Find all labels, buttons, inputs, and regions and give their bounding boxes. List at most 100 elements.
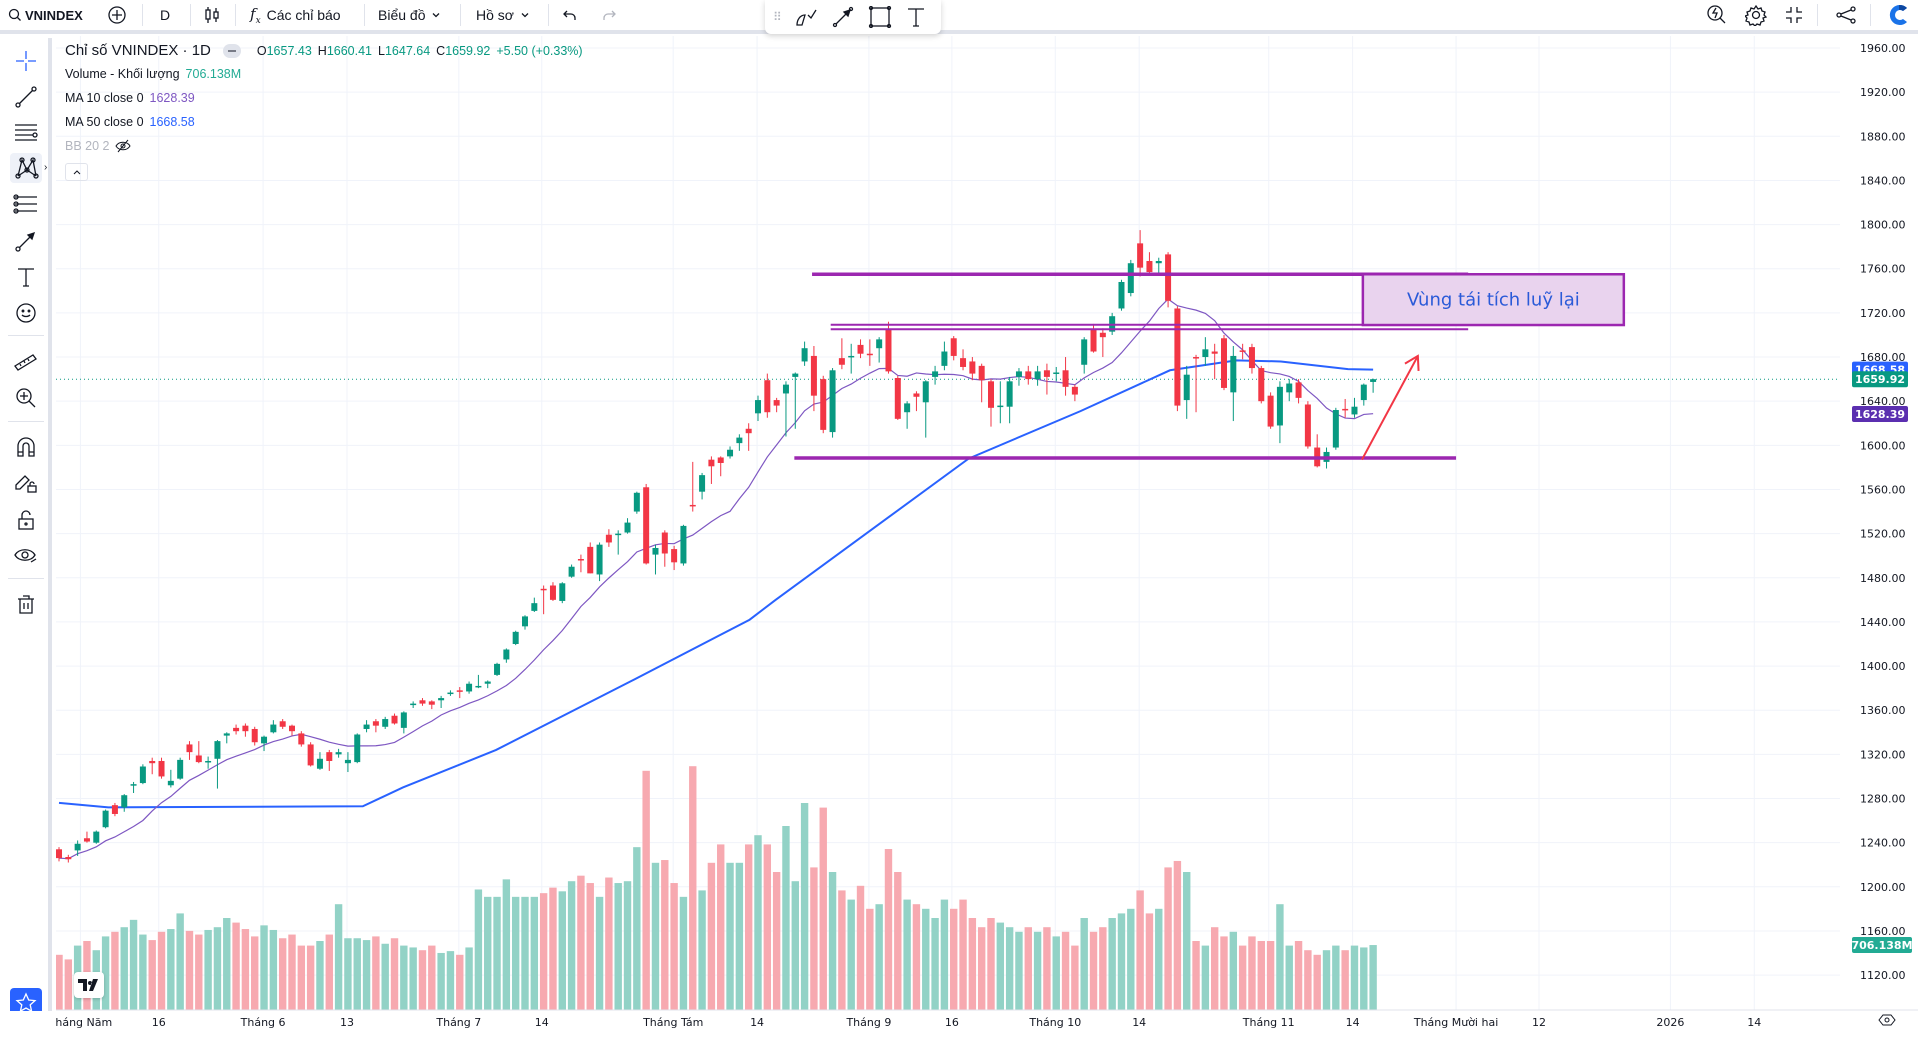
delete-drawings-tool[interactable] bbox=[10, 589, 42, 619]
high-label: H bbox=[317, 43, 327, 58]
hidden-eye-icon[interactable] bbox=[115, 139, 132, 153]
candle-body bbox=[391, 715, 398, 724]
volume-bar bbox=[288, 934, 296, 1010]
horizontal-lines-tool[interactable] bbox=[10, 117, 42, 147]
candle-body bbox=[661, 532, 668, 554]
time-tick-label: 2026 bbox=[1656, 1016, 1684, 1029]
candle-body bbox=[149, 760, 156, 764]
measure-tool[interactable] bbox=[10, 346, 42, 376]
settings-button[interactable] bbox=[1745, 0, 1767, 30]
volume-bar bbox=[372, 936, 380, 1010]
symbol-title[interactable]: Chỉ số VNINDEX · 1D bbox=[65, 42, 211, 59]
market-status-badge bbox=[222, 43, 241, 58]
arrow-tool[interactable] bbox=[10, 226, 42, 256]
pencil-lock-icon bbox=[15, 475, 37, 493]
fullscreen-exit-button[interactable] bbox=[1784, 0, 1804, 30]
candle-body bbox=[587, 546, 594, 574]
volume-bar bbox=[1099, 927, 1107, 1010]
close-value: 1659.92 bbox=[445, 43, 491, 58]
trend-line-tool[interactable] bbox=[10, 82, 42, 112]
brush-tool-icon[interactable] bbox=[794, 6, 818, 28]
text-tool-icon[interactable] bbox=[906, 6, 926, 28]
candles bbox=[56, 230, 1377, 863]
redo-button[interactable] bbox=[601, 0, 617, 30]
price-tick-label: 1240.00 bbox=[1860, 837, 1906, 850]
candle-body bbox=[1258, 368, 1265, 402]
text-tool[interactable] bbox=[10, 262, 42, 292]
candle-body bbox=[1053, 372, 1060, 374]
chart-menu-button[interactable]: Biểu đồ bbox=[378, 0, 441, 30]
volume-bar bbox=[586, 883, 594, 1010]
pattern-tool[interactable] bbox=[10, 153, 42, 183]
candle-body bbox=[1081, 339, 1088, 365]
candle-body bbox=[1360, 384, 1367, 401]
candle-body bbox=[74, 843, 81, 851]
price-tick-label: 1880.00 bbox=[1860, 130, 1906, 143]
volume-bar bbox=[884, 849, 893, 1010]
volume-bars bbox=[56, 766, 1377, 1010]
price-tag-label: 1659.92 bbox=[1855, 373, 1905, 386]
volume-bar bbox=[1108, 918, 1116, 1010]
bb-legend[interactable]: BB 20 2 bbox=[65, 139, 132, 153]
volume-bar bbox=[1164, 867, 1172, 1010]
magnet-tool[interactable] bbox=[10, 432, 42, 462]
candle-body bbox=[130, 784, 137, 786]
volume-bar bbox=[1033, 931, 1042, 1010]
candle-body bbox=[1286, 383, 1293, 393]
volume-bar bbox=[1313, 954, 1321, 1010]
grid bbox=[56, 36, 1840, 1010]
price-tick-label: 1760.00 bbox=[1860, 263, 1906, 276]
ma10-legend[interactable]: MA 10 close 0 1628.39 bbox=[65, 91, 195, 105]
profile-menu-button[interactable]: Hồ sơ bbox=[476, 0, 530, 30]
candle-body bbox=[652, 547, 659, 555]
expand-chevron-icon[interactable]: › bbox=[44, 162, 48, 173]
volume-bar bbox=[707, 862, 716, 1010]
lock-drawings-tool[interactable] bbox=[10, 468, 42, 498]
volume-bar bbox=[1052, 936, 1060, 1010]
candle-body bbox=[214, 741, 221, 759]
candle-body bbox=[577, 559, 584, 561]
price-tick-label: 1960.00 bbox=[1860, 42, 1906, 55]
emoji-tool[interactable] bbox=[10, 298, 42, 328]
gear-icon bbox=[1745, 4, 1767, 26]
quick-search-button[interactable] bbox=[1706, 0, 1728, 30]
collapse-icon bbox=[1786, 7, 1802, 23]
tradingview-logo[interactable] bbox=[74, 972, 104, 998]
candle-body bbox=[1006, 381, 1013, 407]
candle-body bbox=[484, 681, 491, 684]
drag-handle-icon[interactable]: ⠿ bbox=[773, 10, 782, 24]
share-button[interactable] bbox=[1835, 0, 1857, 30]
symbol-search-button[interactable]: VNINDEX bbox=[8, 0, 83, 30]
candle-body bbox=[279, 721, 286, 727]
volume-bar bbox=[1341, 950, 1349, 1010]
volume-bar bbox=[1276, 904, 1284, 1010]
volume-bar bbox=[1322, 950, 1331, 1010]
collapse-legend-button[interactable] bbox=[65, 163, 88, 181]
function-icon: fx bbox=[250, 4, 261, 26]
interval-button[interactable]: D bbox=[160, 0, 170, 30]
zoom-in-tool[interactable] bbox=[10, 383, 42, 413]
volume-legend[interactable]: Volume - Khối lượng 706.138M bbox=[65, 67, 241, 81]
volume-bar bbox=[866, 908, 874, 1010]
undo-button[interactable] bbox=[562, 0, 578, 30]
rectangle-tool-icon[interactable] bbox=[868, 6, 892, 28]
candle-body bbox=[1127, 263, 1134, 294]
volume-bar bbox=[1061, 931, 1070, 1010]
volume-bar bbox=[325, 934, 333, 1010]
lock-all-tool[interactable] bbox=[10, 505, 42, 535]
volume-bar bbox=[912, 904, 921, 1010]
crosshair-tool[interactable] bbox=[10, 46, 42, 76]
hide-drawings-tool[interactable] bbox=[10, 540, 42, 570]
ma50-legend[interactable]: MA 50 close 0 1668.58 bbox=[65, 115, 195, 129]
time-axis: Tháng Năm 16 Tháng 6 13 Tháng 7 14 Tháng Tám 14… bbox=[0, 1009, 1918, 1038]
indicators-button[interactable]: fx Các chỉ báo bbox=[250, 0, 341, 30]
chart-type-button[interactable] bbox=[203, 0, 221, 30]
arrow-line-tool-icon[interactable] bbox=[832, 6, 854, 28]
fib-tool[interactable] bbox=[10, 189, 42, 219]
candle-body bbox=[960, 358, 967, 367]
settings-axis-button[interactable] bbox=[1878, 1013, 1896, 1032]
compare-symbol-button[interactable] bbox=[107, 0, 127, 30]
volume-bar bbox=[400, 945, 408, 1010]
volume-bar bbox=[977, 927, 986, 1010]
